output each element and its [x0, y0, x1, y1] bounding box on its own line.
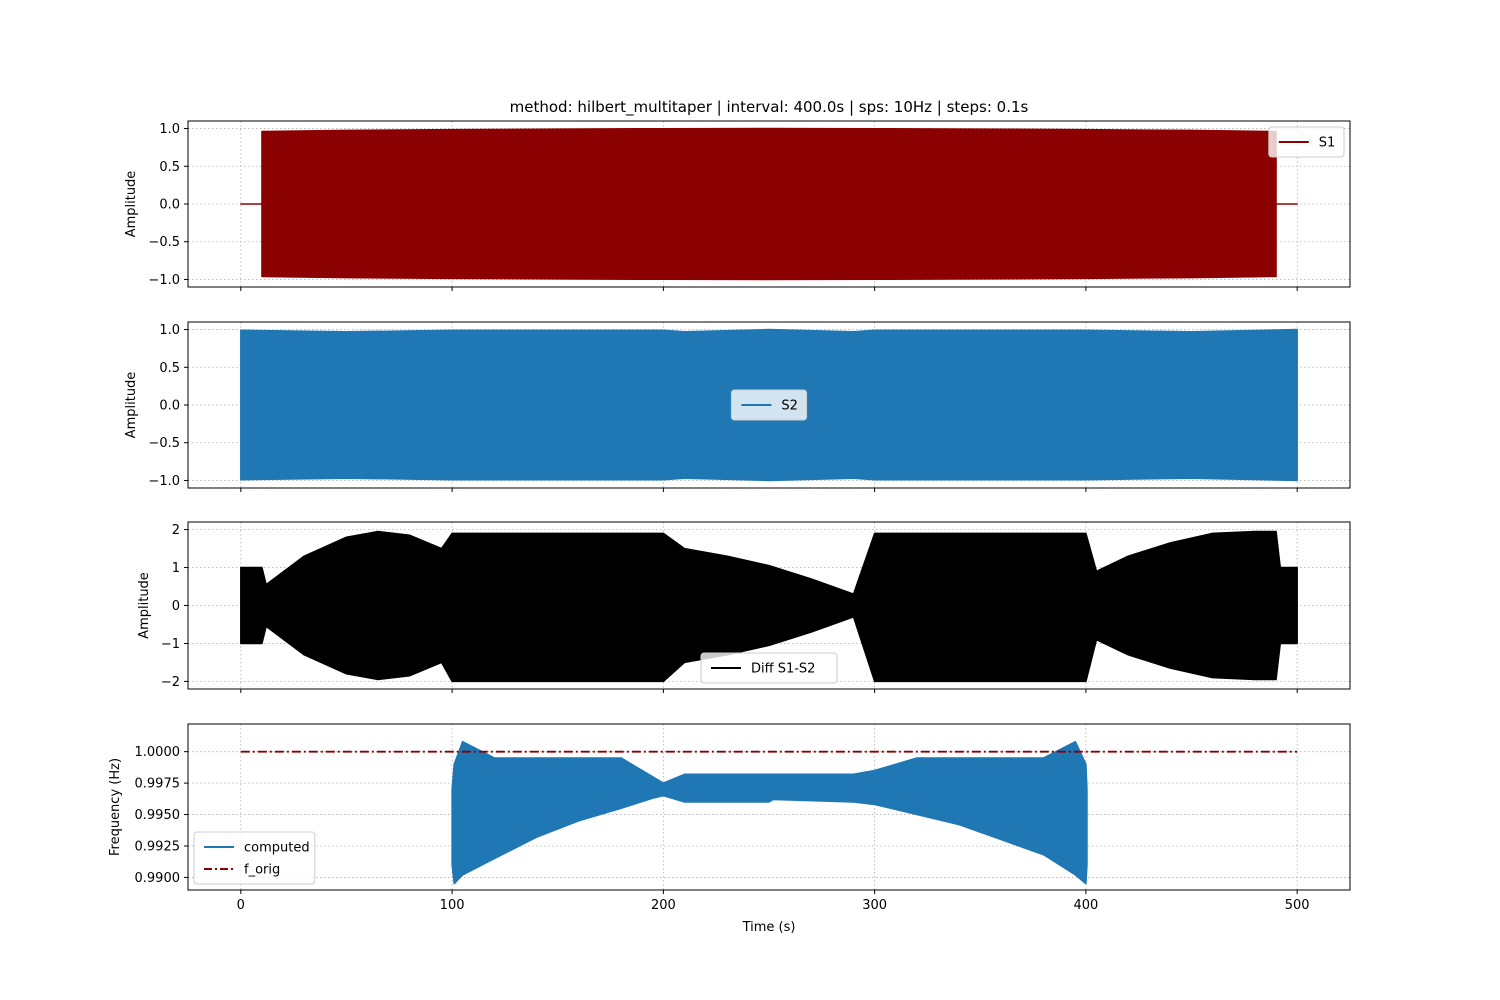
legend-box	[193, 831, 316, 885]
y-tick-label: −0.5	[148, 235, 180, 250]
y-axis-label: Frequency (Hz)	[108, 758, 123, 856]
legend-box	[700, 652, 838, 684]
y-tick-label: 2	[172, 523, 180, 538]
y-tick-label: −1	[161, 637, 180, 652]
legend-label: S2	[781, 399, 798, 414]
legend-label: computed	[244, 841, 310, 856]
legend: S1	[1268, 126, 1345, 158]
y-tick-label: −0.5	[148, 436, 180, 451]
y-tick-label: 0.5	[159, 160, 180, 175]
legend: S2	[730, 389, 808, 421]
y-tick-label: 1.0000	[135, 745, 181, 760]
y-tick-label: 0.5	[159, 361, 180, 376]
axes-frame	[187, 723, 1351, 891]
panel-diff: −2 −1 0 1 2 Amplitude Diff S1-S2	[137, 521, 1351, 693]
series-computed-envelope	[451, 740, 1088, 885]
chart-title: method: hilbert_multitaper | interval: 4…	[510, 98, 1029, 117]
legend-label: S1	[1319, 136, 1336, 151]
x-tick-label: 200	[651, 898, 676, 913]
y-tick-label: −2	[161, 675, 180, 690]
y-tick-label: −1.0	[148, 273, 180, 288]
y-axis-label: Amplitude	[124, 171, 139, 238]
x-tick-label: 400	[1073, 898, 1098, 913]
y-tick-label: 1	[172, 561, 180, 576]
y-tick-label: 1.0	[159, 122, 180, 137]
panel-s2: −1.0 −0.5 0.0 0.5 1.0 Amplitude S2	[124, 321, 1351, 492]
legend-label: f_orig	[244, 863, 280, 878]
legend: computed f_orig	[193, 831, 316, 885]
series-diff-s1-s2-envelope	[240, 530, 1298, 683]
y-axis-label: Amplitude	[124, 372, 139, 439]
x-tick-label: 300	[862, 898, 887, 913]
x-tick-label: 100	[440, 898, 465, 913]
y-tick-label: 0	[172, 599, 180, 614]
series-s1-envelope	[240, 127, 1298, 281]
x-axis-label: Time (s)	[742, 920, 796, 935]
y-tick-label: 0.9925	[135, 839, 181, 854]
y-tick-label: 0.0	[159, 198, 180, 213]
y-tick-label: 0.9975	[135, 777, 181, 792]
x-tick-label: 0	[237, 898, 245, 913]
panels: −1.0 −0.5 0.0 0.5 1.0 Amplitude S1 −1.0 −0.5 0.0 0…	[108, 120, 1351, 913]
x-tick-label: 500	[1285, 898, 1310, 913]
y-tick-label: 0.9950	[135, 808, 181, 823]
legend: Diff S1-S2	[700, 652, 838, 684]
legend-label: Diff S1-S2	[751, 662, 815, 677]
panel-s1: −1.0 −0.5 0.0 0.5 1.0 Amplitude S1	[124, 120, 1351, 291]
y-tick-label: −1.0	[148, 474, 180, 489]
y-tick-label: 0.0	[159, 399, 180, 414]
y-tick-label: 1.0	[159, 323, 180, 338]
y-axis-label: Amplitude	[137, 572, 152, 639]
panel-freq: 0 100 200 300 400 500 0.9900 0.9925 0.9950 0.9975…	[108, 723, 1351, 913]
y-tick-label: 0.9900	[135, 871, 181, 886]
